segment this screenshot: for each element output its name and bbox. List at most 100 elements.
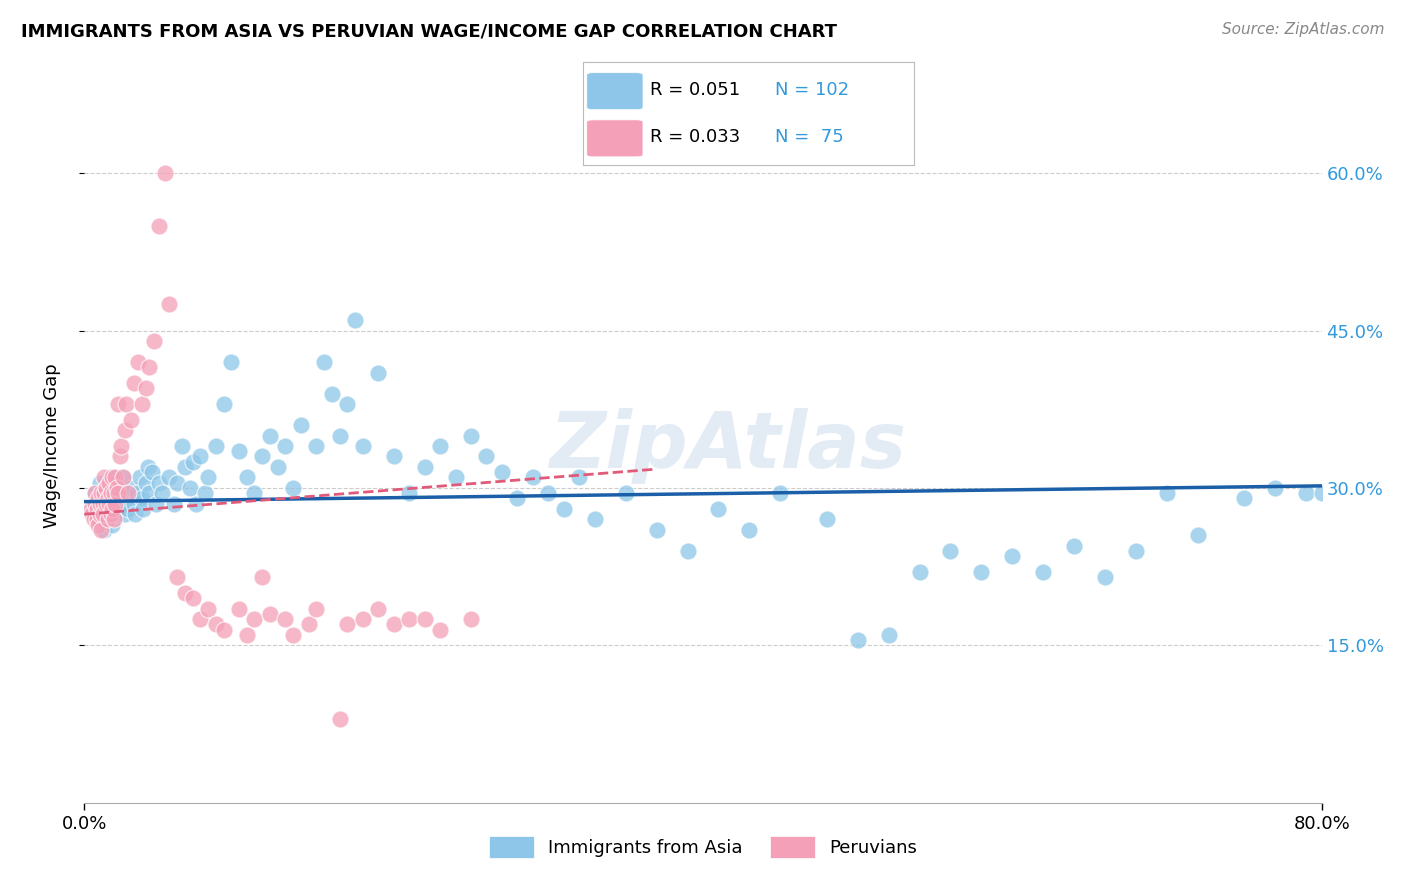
Point (143, 334, 166, 348)
Point (122, 497, 145, 511)
Point (91, 507, 114, 521)
Point (114, 423, 136, 437)
Point (91, 497, 114, 511)
Point (129, 470, 152, 484)
Point (105, 481, 128, 495)
Point (205, 439, 228, 453)
Point (159, 470, 180, 484)
Point (506, 491, 529, 506)
Point (93, 470, 115, 484)
Point (94, 497, 117, 511)
Point (274, 439, 297, 453)
Point (281, 481, 305, 495)
Point (553, 502, 575, 516)
Point (145, 497, 167, 511)
Point (114, 507, 136, 521)
Point (1125, 544, 1147, 558)
Point (87, 491, 110, 506)
Point (645, 523, 668, 537)
Point (382, 450, 405, 464)
Point (104, 470, 127, 484)
Point (197, 601, 219, 615)
Point (297, 617, 319, 632)
Point (305, 601, 328, 615)
Point (1032, 565, 1054, 579)
Point (568, 470, 591, 484)
Point (336, 617, 359, 632)
Point (305, 439, 328, 453)
Point (135, 475, 157, 490)
Point (96, 491, 118, 506)
Point (281, 628, 305, 642)
Point (212, 623, 235, 637)
Point (91, 497, 114, 511)
Point (115, 397, 138, 411)
Point (108, 497, 131, 511)
Point (127, 355, 149, 369)
Point (86, 502, 108, 516)
Point (243, 612, 266, 626)
Point (328, 712, 352, 726)
Point (1063, 539, 1085, 553)
Point (815, 512, 838, 526)
Text: IMMIGRANTS FROM ASIA VS PERUVIAN WAGE/INCOME GAP CORRELATION CHART: IMMIGRANTS FROM ASIA VS PERUVIAN WAGE/IN… (21, 22, 837, 40)
Point (367, 366, 389, 380)
Point (100, 470, 122, 484)
FancyBboxPatch shape (586, 73, 643, 110)
Point (104, 497, 127, 511)
Point (93, 523, 115, 537)
Point (970, 565, 993, 579)
Point (343, 313, 366, 327)
Point (103, 491, 125, 506)
Point (135, 381, 157, 395)
Point (460, 428, 482, 442)
Point (707, 502, 730, 516)
Point (676, 544, 699, 558)
Point (148, 219, 170, 233)
Point (184, 497, 207, 511)
Point (166, 475, 188, 490)
Point (614, 486, 637, 500)
Point (96, 512, 118, 526)
Point (103, 512, 125, 526)
Point (112, 470, 135, 484)
Point (138, 486, 160, 500)
Point (846, 633, 869, 648)
Point (98, 497, 121, 511)
Point (131, 491, 153, 506)
Point (188, 450, 211, 464)
Point (105, 507, 128, 521)
Point (107, 486, 129, 500)
Point (382, 617, 405, 632)
Point (1001, 549, 1024, 564)
Text: R = 0.033: R = 0.033 (650, 128, 740, 146)
Point (166, 570, 188, 584)
Point (163, 497, 186, 511)
Point (112, 470, 135, 484)
Point (188, 612, 211, 626)
Point (1310, 486, 1333, 500)
Point (475, 450, 498, 464)
Point (274, 612, 297, 626)
Point (181, 455, 204, 469)
Point (259, 607, 281, 621)
Point (769, 486, 792, 500)
Point (908, 565, 931, 579)
Text: N = 102: N = 102 (775, 81, 849, 99)
Point (107, 397, 129, 411)
Point (94, 481, 117, 495)
Point (1156, 486, 1178, 500)
Point (312, 355, 335, 369)
Point (100, 507, 122, 521)
Point (98, 497, 121, 511)
Point (877, 628, 900, 642)
Point (120, 413, 142, 427)
Point (243, 486, 266, 500)
Point (398, 486, 420, 500)
Point (352, 439, 374, 453)
Point (104, 486, 127, 500)
Point (205, 617, 228, 632)
Point (89, 497, 111, 511)
Point (321, 386, 343, 401)
Point (219, 355, 242, 369)
